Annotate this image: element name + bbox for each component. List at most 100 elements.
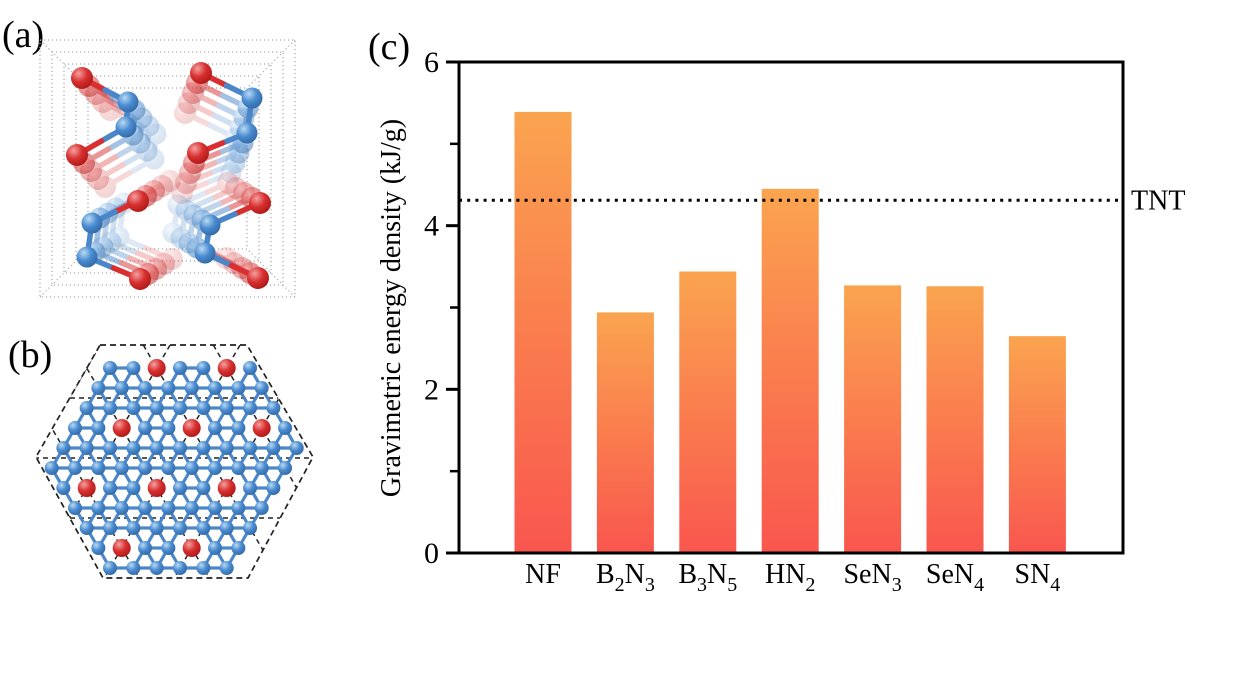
bar-SN4 — [1008, 336, 1066, 553]
blue-atom — [161, 381, 176, 395]
x-category-label: SeN4 — [926, 559, 984, 596]
blue-atom — [173, 481, 188, 495]
atom-layer — [194, 192, 271, 289]
blue-atom — [243, 441, 258, 455]
blue-atom — [254, 501, 269, 515]
cell-corner-diagonal — [246, 39, 296, 89]
red-atom — [112, 539, 131, 557]
blue-atom — [103, 361, 118, 375]
red-atom — [112, 419, 131, 437]
red-atom — [182, 539, 201, 557]
blue-atom — [126, 401, 141, 415]
panel-c-label: (c) — [368, 26, 411, 68]
blue-atom — [208, 381, 223, 395]
blue-atom — [114, 461, 129, 475]
blue-atom — [138, 381, 153, 395]
panel-a-label: (a) — [2, 14, 45, 56]
blue-atom — [126, 521, 141, 535]
panel-a-crystal-side-view — [39, 39, 296, 298]
y-tick-label: 2 — [424, 373, 439, 406]
blue-atom — [126, 441, 141, 455]
blue-atom — [161, 461, 176, 475]
blue-atom — [173, 521, 188, 535]
blue-atom — [126, 361, 141, 375]
red-atom — [66, 144, 88, 166]
blue-atom — [219, 401, 234, 415]
blue-atom — [115, 116, 137, 138]
blue-atom — [184, 501, 199, 515]
blue-atom — [266, 401, 281, 415]
blue-atom — [184, 461, 199, 475]
blue-atom — [103, 481, 118, 495]
atom-layer — [187, 62, 263, 164]
blue-atom — [208, 501, 223, 515]
bar-B2N3 — [596, 312, 654, 553]
tnt-reference-label: TNT — [1131, 185, 1185, 216]
bar-NF — [514, 111, 572, 553]
blue-atom — [138, 501, 153, 515]
blue-atom — [149, 401, 164, 415]
blue-atom — [194, 242, 216, 264]
plot-frame — [457, 60, 1125, 555]
blue-atom — [103, 521, 118, 535]
blue-atom — [138, 421, 153, 435]
x-category-label: SN4 — [1015, 559, 1061, 596]
blue-atom — [79, 401, 94, 415]
bar-SeN4 — [926, 286, 984, 553]
blue-atom — [231, 461, 246, 475]
blue-atom — [231, 381, 246, 395]
x-category-label: HN2 — [765, 559, 815, 596]
blue-atom — [196, 481, 211, 495]
red-atom — [187, 142, 209, 164]
blue-atom — [266, 481, 281, 495]
y-tick-label: 4 — [424, 210, 439, 243]
panel-b-crystal-top-view — [35, 344, 314, 579]
red-atom — [147, 479, 166, 497]
blue-atom — [91, 501, 106, 515]
blue-atom — [91, 461, 106, 475]
blue-atom — [79, 521, 94, 535]
red-atom — [127, 190, 149, 212]
red-atom — [147, 359, 166, 377]
blue-atom — [138, 541, 153, 555]
blue-atom — [161, 421, 176, 435]
blue-atom — [219, 521, 234, 535]
red-atom — [217, 359, 236, 377]
red-atom — [217, 479, 236, 497]
blue-atom — [126, 561, 141, 575]
blue-atom — [278, 461, 293, 475]
blue-atom — [208, 461, 223, 475]
blue-atom — [103, 401, 118, 415]
blue-atom — [126, 481, 141, 495]
red-atom — [190, 62, 212, 84]
red-atom — [247, 267, 269, 289]
blue-atom — [196, 521, 211, 535]
blue-atom — [289, 441, 304, 455]
dashed-triangular-grid — [36, 345, 313, 578]
bar-SeN3 — [844, 285, 902, 553]
blue-atom — [196, 441, 211, 455]
blue-atom — [91, 381, 106, 395]
atom-layer — [66, 67, 139, 166]
blue-atom — [68, 421, 83, 435]
y-axis-label: Gravimetric energy density (kJ/g) — [376, 119, 407, 497]
x-category-label: B2N3 — [596, 559, 655, 596]
blue-atom — [254, 381, 269, 395]
blue-atom — [91, 541, 106, 555]
blue-atom — [173, 401, 188, 415]
blue-atom — [149, 521, 164, 535]
blue-atom — [68, 461, 83, 475]
blue-atom — [208, 541, 223, 555]
blue-atom — [254, 461, 269, 475]
y-tick-label: 0 — [424, 537, 439, 570]
blue-atom — [231, 501, 246, 515]
blue-atom — [278, 421, 293, 435]
red-atom — [182, 419, 201, 437]
blue-atom — [243, 481, 258, 495]
blue-atom — [231, 421, 246, 435]
x-category-label: NF — [525, 559, 561, 590]
blue-atom — [103, 561, 118, 575]
blue-atom — [117, 91, 139, 113]
blue-atom — [231, 541, 246, 555]
